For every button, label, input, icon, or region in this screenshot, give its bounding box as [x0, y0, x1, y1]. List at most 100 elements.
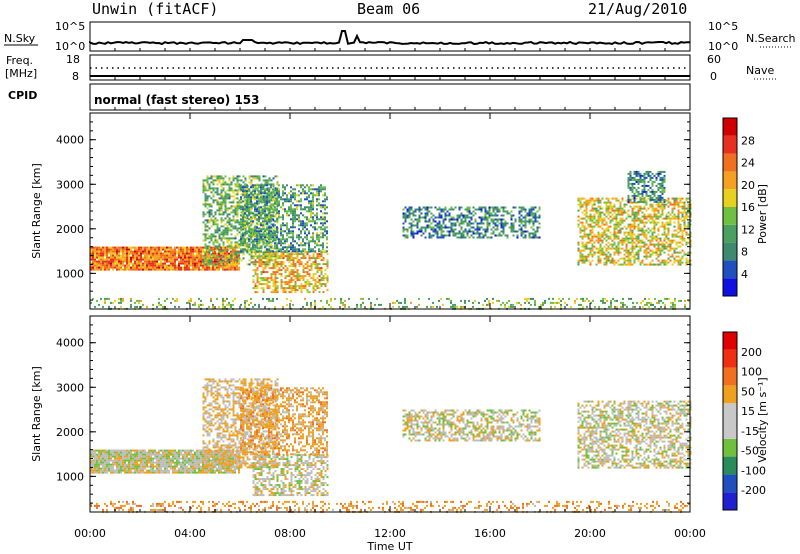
echo-cell: [480, 206, 483, 209]
echo-cell: [200, 260, 202, 263]
echo-cell: [577, 247, 580, 250]
echo-cell: [178, 250, 180, 253]
echo-cell: [262, 224, 264, 227]
echo-cell: [260, 200, 262, 203]
echo-cell: [228, 179, 231, 182]
echo-cell: [278, 192, 280, 195]
echo-cell: [94, 260, 96, 263]
echo-cell: [603, 223, 606, 226]
echo-cell: [611, 239, 614, 242]
echo-cell: [188, 256, 190, 259]
echo-cell: [641, 233, 644, 236]
echo-cell: [258, 202, 260, 205]
echo-cell: [202, 251, 205, 254]
echo-cell: [268, 194, 270, 197]
echo-cell: [625, 211, 628, 214]
echo-cell: [290, 210, 292, 213]
echo-cell: [234, 263, 237, 266]
freq-right-tick-bottom: 0: [710, 70, 717, 83]
echo-cell: [615, 249, 618, 252]
echo-cell: [212, 215, 215, 218]
echo-cell: [208, 251, 211, 254]
echo-cell: [288, 257, 291, 260]
echo-cell: [583, 227, 586, 230]
echo-cell: [242, 251, 245, 254]
echo-cell: [254, 287, 257, 290]
echo-cell: [232, 209, 235, 212]
echo-cell: [585, 215, 588, 218]
echo-cell: [248, 206, 250, 209]
echo-cell: [118, 254, 120, 257]
echo-cell: [304, 271, 307, 274]
echo-cell: [434, 224, 437, 227]
echo-cell: [188, 262, 190, 265]
echo-cell: [262, 217, 265, 220]
echo-cell: [202, 179, 205, 182]
echo-cell: [657, 247, 660, 250]
echo-cell: [418, 206, 421, 209]
echo-cell: [583, 261, 586, 264]
echo-cell: [270, 251, 273, 254]
echo-cell: [470, 216, 473, 219]
echo-cell: [587, 253, 590, 256]
echo-cell: [647, 184, 650, 187]
echo-cell: [166, 250, 168, 253]
echo-cell: [272, 208, 274, 211]
echo-cell: [268, 257, 271, 260]
echo-cell: [607, 209, 610, 212]
echo-cell: [268, 285, 271, 288]
echo-cell: [633, 176, 636, 179]
echo-cell: [605, 209, 608, 212]
echo-cell: [326, 226, 328, 229]
echo-cell: [240, 259, 243, 262]
echo-cell: [679, 235, 682, 238]
echo-cell: [166, 246, 168, 249]
echo-cell: [442, 226, 445, 229]
echo-cell: [685, 231, 688, 234]
echo-cell: [244, 184, 246, 187]
echo-cell: [438, 222, 441, 225]
echo-cell: [222, 183, 225, 186]
echo-cell: [524, 236, 527, 239]
echo-cell: [300, 263, 303, 266]
echo-cell: [308, 186, 310, 189]
echo-cell: [444, 224, 447, 227]
echo-cell: [274, 234, 276, 237]
echo-cell: [254, 198, 256, 201]
echo-cell: [282, 230, 284, 233]
echo-cell: [194, 301, 196, 304]
echo-cell: [148, 254, 150, 257]
echo-cell: [116, 262, 118, 265]
echo-cell: [202, 239, 205, 242]
echo-cell: [274, 251, 277, 254]
echo-cell: [210, 209, 213, 212]
echo-cell: [230, 211, 233, 214]
echo-cell: [250, 253, 253, 256]
echo-cell: [234, 207, 237, 210]
echo-cell: [246, 223, 249, 226]
echo-cell: [534, 206, 537, 209]
echo-cell: [655, 239, 658, 242]
echo-cell: [114, 248, 116, 251]
echo-cell: [284, 281, 287, 284]
echo-cell: [260, 190, 262, 193]
echo-cell: [653, 215, 656, 218]
echo-cell: [653, 194, 656, 197]
echo-cell: [436, 234, 439, 237]
echo-cell: [326, 261, 329, 264]
echo-cell: [238, 254, 240, 257]
echo-cell: [603, 233, 606, 236]
echo-cell: [266, 281, 269, 284]
echo-cell: [318, 255, 321, 258]
echo-cell: [136, 260, 138, 263]
echo-cell: [617, 213, 620, 216]
echo-cell: [669, 239, 672, 242]
echo-cell: [528, 208, 531, 211]
echo-cell: [292, 212, 294, 215]
echo-cell: [238, 205, 241, 208]
echo-cell: [649, 205, 652, 208]
echo-cell: [120, 246, 122, 249]
echo-cell: [502, 214, 505, 217]
echo-cell: [212, 181, 215, 184]
echo-cell: [579, 205, 582, 208]
